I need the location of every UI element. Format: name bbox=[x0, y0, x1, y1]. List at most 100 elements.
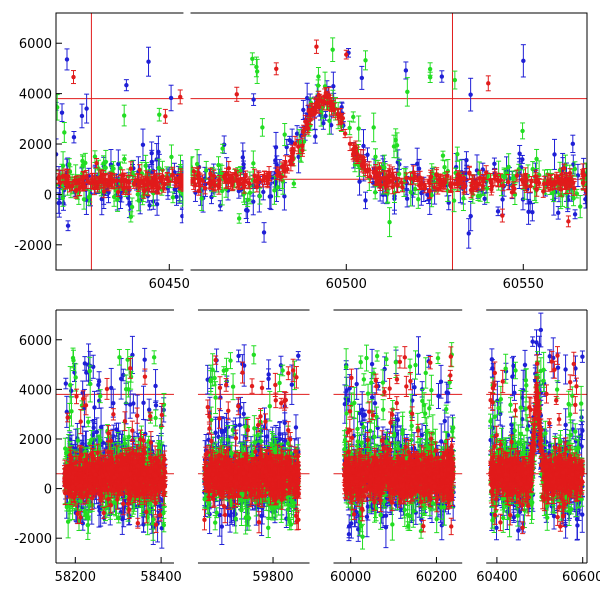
data-point bbox=[534, 148, 540, 170]
data-point bbox=[390, 179, 396, 195]
point-marker bbox=[301, 139, 307, 144]
point-marker bbox=[445, 168, 451, 174]
data-point bbox=[313, 39, 319, 54]
point-marker bbox=[514, 173, 520, 178]
data-point bbox=[135, 187, 141, 202]
data-point bbox=[428, 171, 434, 182]
point-marker bbox=[79, 113, 85, 119]
point-marker bbox=[313, 134, 318, 139]
point-marker bbox=[300, 148, 305, 153]
point-marker bbox=[156, 165, 162, 171]
y-tick-label: 0 bbox=[44, 188, 52, 203]
point-marker bbox=[404, 196, 410, 201]
data-point bbox=[468, 200, 474, 232]
data-point bbox=[343, 49, 349, 60]
point-marker bbox=[534, 156, 539, 162]
data-point bbox=[259, 118, 265, 137]
data-point bbox=[342, 128, 348, 139]
point-marker bbox=[251, 97, 256, 102]
point-marker bbox=[506, 179, 511, 185]
data-point bbox=[394, 132, 400, 159]
data-point bbox=[552, 179, 558, 189]
data-point bbox=[257, 187, 263, 205]
point-marker bbox=[575, 173, 581, 178]
data-point bbox=[510, 181, 516, 193]
point-marker bbox=[400, 185, 405, 190]
data-point bbox=[569, 175, 575, 189]
data-point bbox=[492, 171, 498, 187]
series-7-points bbox=[192, 44, 587, 249]
point-marker bbox=[71, 134, 77, 140]
point-marker bbox=[157, 112, 162, 117]
point-marker bbox=[462, 183, 468, 189]
point-marker bbox=[128, 166, 134, 171]
point-marker bbox=[129, 204, 135, 210]
data-point bbox=[215, 156, 221, 174]
point-marker bbox=[321, 121, 326, 126]
point-marker bbox=[168, 95, 174, 101]
data-point bbox=[237, 172, 243, 186]
point-marker bbox=[159, 178, 164, 183]
data-point bbox=[440, 150, 446, 161]
data-point bbox=[455, 174, 461, 187]
data-point bbox=[267, 184, 273, 209]
data-point bbox=[454, 146, 460, 162]
data-point bbox=[448, 175, 454, 192]
point-marker bbox=[572, 166, 578, 172]
data-point bbox=[561, 163, 567, 173]
data-point bbox=[77, 175, 83, 185]
data-point bbox=[156, 181, 162, 195]
data-point bbox=[273, 131, 279, 163]
data-point bbox=[243, 170, 249, 180]
data-point bbox=[226, 171, 232, 188]
data-point bbox=[254, 58, 260, 84]
point-marker bbox=[272, 188, 277, 193]
point-marker bbox=[245, 197, 250, 203]
data-point bbox=[98, 172, 104, 189]
data-point bbox=[107, 171, 113, 182]
data-point bbox=[360, 149, 366, 166]
data-point bbox=[267, 171, 273, 182]
point-marker bbox=[530, 209, 535, 215]
point-marker bbox=[275, 185, 280, 190]
point-marker bbox=[166, 178, 172, 184]
point-marker bbox=[403, 171, 408, 177]
data-point bbox=[137, 164, 143, 176]
point-marker bbox=[56, 152, 59, 157]
point-marker bbox=[350, 152, 356, 157]
point-marker bbox=[261, 230, 267, 235]
point-marker bbox=[110, 179, 116, 184]
point-marker bbox=[558, 187, 564, 192]
data-point bbox=[291, 179, 297, 189]
point-marker bbox=[261, 189, 266, 195]
data-point bbox=[468, 77, 474, 112]
point-marker bbox=[566, 219, 571, 224]
point-marker bbox=[342, 131, 348, 136]
point-marker bbox=[371, 125, 376, 130]
point-marker bbox=[356, 126, 361, 131]
point-marker bbox=[519, 177, 525, 182]
point-marker bbox=[64, 57, 70, 62]
point-marker bbox=[416, 166, 422, 171]
data-point bbox=[92, 172, 98, 188]
point-marker bbox=[359, 75, 365, 81]
point-marker bbox=[427, 188, 433, 193]
point-marker bbox=[500, 183, 506, 188]
data-point bbox=[65, 220, 71, 232]
point-marker bbox=[468, 92, 473, 97]
series-2-points bbox=[56, 70, 186, 199]
point-marker bbox=[292, 141, 298, 146]
point-marker bbox=[347, 141, 353, 147]
data-point bbox=[131, 179, 137, 189]
data-point bbox=[529, 203, 535, 222]
point-marker bbox=[520, 128, 525, 134]
data-point bbox=[126, 179, 132, 195]
data-point bbox=[439, 70, 445, 83]
point-marker bbox=[510, 184, 516, 190]
point-marker bbox=[149, 159, 154, 165]
data-point bbox=[236, 213, 242, 224]
data-point bbox=[387, 207, 393, 238]
x-tick-label: 60550 bbox=[503, 277, 544, 292]
point-marker bbox=[296, 139, 302, 145]
data-point bbox=[526, 198, 532, 225]
